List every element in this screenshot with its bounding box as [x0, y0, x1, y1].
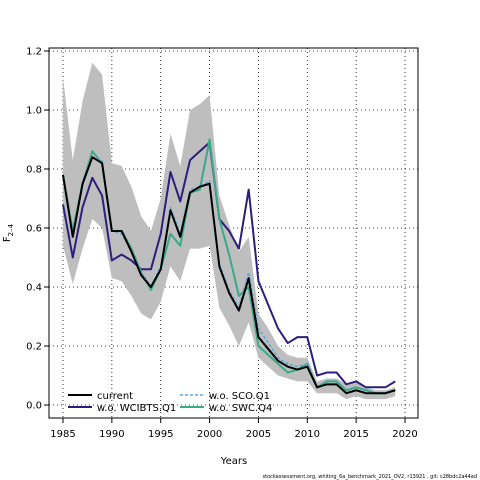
x-tick-label: 1985 — [50, 429, 75, 440]
x-tick-label: 2020 — [392, 429, 417, 440]
x-tick-label: 2000 — [197, 429, 222, 440]
y-axis: 0.0 0.2 0.4 0.6 0.8 1.0 1.2 — [26, 47, 49, 412]
legend: current w.o. SCO.Q1 w.o. WCIBTS.Q1 w.o. SWC… — [68, 391, 272, 414]
y-axis-title: F2–4 — [2, 223, 15, 242]
y-axis-title-sub: 2–4 — [7, 223, 15, 236]
legend-label: current — [97, 391, 133, 402]
y-tick-label: 1.2 — [26, 47, 42, 58]
x-tick-label: 2005 — [246, 429, 271, 440]
x-tick-label: 1995 — [148, 429, 173, 440]
legend-label: w.o. SWC.Q4 — [209, 403, 272, 414]
x-axis-title: Years — [220, 456, 247, 467]
y-tick-label: 0.4 — [26, 283, 42, 294]
y-tick-label: 0.0 — [26, 401, 42, 412]
y-tick-label: 1.0 — [26, 106, 42, 117]
legend-label: w.o. SCO.Q1 — [209, 391, 270, 402]
x-axis: 1985 1990 1995 2000 2005 2010 2015 2020 — [50, 418, 418, 440]
x-tick-label: 2010 — [295, 429, 320, 440]
y-tick-label: 0.2 — [26, 342, 42, 353]
x-tick-label: 2015 — [343, 429, 368, 440]
y-axis-title-main: F — [2, 236, 13, 242]
footer-text: stockassessment.org, whiting_6a_benchmar… — [262, 474, 477, 480]
plot-frame — [48, 47, 419, 419]
series-lines — [62, 138, 396, 395]
y-tick-label: 0.8 — [26, 165, 42, 176]
legend-label: w.o. WCIBTS.Q1 — [97, 403, 176, 414]
series-line — [62, 156, 396, 395]
series-line — [62, 141, 396, 389]
x-tick-label: 1990 — [99, 429, 124, 440]
y-tick-label: 0.6 — [26, 224, 42, 235]
